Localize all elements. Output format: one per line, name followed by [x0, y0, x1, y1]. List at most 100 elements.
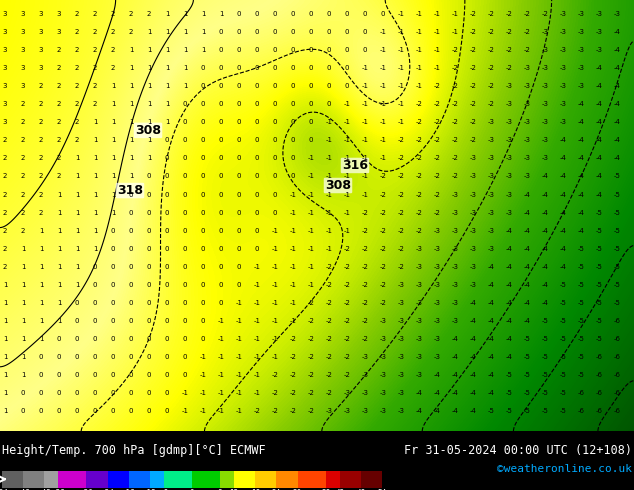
Text: -54: -54 [0, 489, 9, 490]
Text: 2: 2 [57, 137, 61, 144]
Text: -1: -1 [344, 192, 351, 197]
Text: -2: -2 [380, 300, 387, 306]
Text: -1: -1 [434, 47, 441, 53]
Text: 0: 0 [236, 282, 242, 288]
Text: -3: -3 [578, 11, 585, 17]
Text: 308: 308 [135, 124, 161, 137]
Text: -1: -1 [290, 282, 297, 288]
Text: 1: 1 [39, 318, 43, 324]
Text: -1: -1 [200, 390, 207, 396]
Text: 0: 0 [165, 318, 169, 324]
Text: -2: -2 [307, 354, 314, 360]
Text: 1: 1 [93, 155, 97, 161]
Text: -3: -3 [559, 65, 567, 71]
Text: -4: -4 [578, 228, 585, 234]
Text: -4: -4 [505, 282, 512, 288]
Text: -4: -4 [488, 390, 495, 396]
Text: 1: 1 [57, 282, 61, 288]
Text: -3: -3 [505, 173, 512, 179]
Text: 0: 0 [345, 47, 349, 53]
Text: -1: -1 [361, 83, 368, 89]
Text: 1: 1 [3, 408, 7, 414]
Text: -2: -2 [434, 120, 441, 125]
Text: -3: -3 [398, 408, 404, 414]
Text: -3: -3 [614, 11, 621, 17]
Text: 0: 0 [146, 210, 152, 216]
Text: -3: -3 [505, 137, 512, 144]
Text: -5: -5 [595, 264, 602, 270]
Text: -1: -1 [361, 155, 368, 161]
Text: -1: -1 [434, 29, 441, 35]
Text: -5: -5 [505, 390, 512, 396]
Text: 2: 2 [57, 173, 61, 179]
Text: -2: -2 [451, 47, 458, 53]
Text: 0: 0 [165, 192, 169, 197]
Text: -2: -2 [434, 83, 441, 89]
Text: -3: -3 [415, 245, 422, 252]
Text: 0: 0 [273, 47, 277, 53]
Text: -3: -3 [488, 120, 495, 125]
Text: 2: 2 [21, 155, 25, 161]
Text: -2: -2 [290, 372, 297, 378]
Text: -4: -4 [505, 336, 512, 342]
Text: 0: 0 [273, 137, 277, 144]
Text: -3: -3 [541, 47, 548, 53]
Text: -5: -5 [505, 372, 512, 378]
Text: -4: -4 [578, 155, 585, 161]
Text: -3: -3 [398, 282, 404, 288]
Text: 0: 0 [183, 228, 187, 234]
Text: -5: -5 [578, 354, 585, 360]
Text: 0: 0 [165, 245, 169, 252]
Text: -3: -3 [361, 408, 368, 414]
Text: -4: -4 [434, 408, 441, 414]
Text: 2: 2 [39, 101, 43, 107]
Text: -4: -4 [595, 173, 602, 179]
Text: 0: 0 [129, 354, 133, 360]
Text: 1: 1 [57, 245, 61, 252]
Text: -2: -2 [344, 264, 351, 270]
Text: -4: -4 [578, 101, 585, 107]
Text: -6: -6 [614, 336, 621, 342]
Text: 2: 2 [75, 101, 79, 107]
Text: -2: -2 [434, 210, 441, 216]
Text: 316: 316 [342, 159, 368, 172]
Text: -1: -1 [415, 11, 422, 17]
Text: 2: 2 [3, 155, 7, 161]
Text: -3: -3 [434, 354, 441, 360]
Text: -2: -2 [470, 137, 476, 144]
Text: -5: -5 [578, 336, 585, 342]
Text: 3: 3 [3, 120, 7, 125]
Text: 3: 3 [3, 101, 7, 107]
Text: -1: -1 [217, 354, 224, 360]
Text: -1: -1 [344, 228, 351, 234]
Text: 0: 0 [201, 173, 205, 179]
Text: 2: 2 [75, 11, 79, 17]
Text: 1: 1 [183, 11, 187, 17]
Text: -4: -4 [505, 354, 512, 360]
Text: -2: -2 [470, 120, 476, 125]
Text: 2: 2 [129, 11, 133, 17]
Text: 1: 1 [75, 210, 79, 216]
Text: -2: -2 [344, 300, 351, 306]
Text: -1: -1 [361, 65, 368, 71]
Text: 2: 2 [111, 65, 115, 71]
Text: -2: -2 [344, 372, 351, 378]
Text: -4: -4 [614, 101, 621, 107]
Text: 0: 0 [129, 336, 133, 342]
Text: 0: 0 [327, 47, 331, 53]
Text: 1: 1 [183, 83, 187, 89]
Text: 8: 8 [218, 489, 223, 490]
Text: 2: 2 [93, 29, 97, 35]
Text: -42: -42 [37, 489, 51, 490]
Text: 18: 18 [250, 489, 260, 490]
Text: -4: -4 [451, 372, 458, 378]
Text: 1: 1 [165, 83, 169, 89]
Text: -38: -38 [51, 489, 65, 490]
Text: -3: -3 [380, 408, 387, 414]
Text: 2: 2 [39, 120, 43, 125]
Text: -3: -3 [541, 137, 548, 144]
Text: -1: -1 [254, 282, 261, 288]
Text: -4: -4 [560, 228, 566, 234]
Text: -1: -1 [290, 318, 297, 324]
Text: -5: -5 [578, 372, 585, 378]
